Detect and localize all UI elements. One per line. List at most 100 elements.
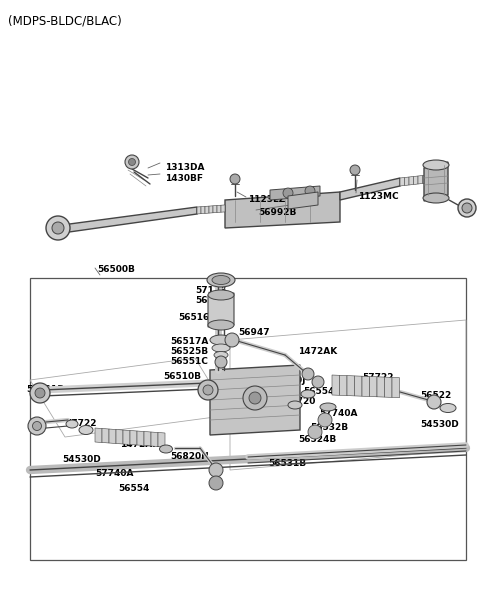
Circle shape [462, 203, 472, 213]
Text: 56820H: 56820H [170, 452, 209, 461]
Polygon shape [123, 430, 130, 445]
Circle shape [46, 216, 70, 240]
Circle shape [350, 165, 360, 175]
Text: 56524B: 56524B [298, 435, 336, 444]
Polygon shape [424, 162, 448, 201]
Polygon shape [208, 293, 234, 327]
Polygon shape [340, 178, 400, 200]
Text: 57720: 57720 [284, 397, 315, 406]
Polygon shape [270, 186, 320, 200]
Polygon shape [405, 177, 409, 185]
Circle shape [203, 385, 213, 395]
Circle shape [302, 368, 314, 380]
Ellipse shape [159, 445, 172, 453]
Circle shape [283, 188, 293, 198]
Circle shape [129, 159, 135, 166]
Circle shape [230, 174, 240, 184]
Polygon shape [392, 377, 399, 398]
Polygon shape [221, 205, 225, 212]
Text: 56525B: 56525B [170, 347, 208, 356]
Text: 1430BF: 1430BF [165, 174, 203, 183]
Circle shape [215, 356, 227, 368]
Ellipse shape [440, 403, 456, 412]
Text: 56554: 56554 [118, 484, 149, 493]
Text: 56517B: 56517B [195, 296, 233, 305]
Polygon shape [137, 431, 144, 445]
Polygon shape [225, 192, 340, 228]
Ellipse shape [79, 426, 93, 434]
Polygon shape [144, 432, 151, 446]
Polygon shape [418, 175, 422, 184]
Polygon shape [197, 207, 201, 214]
Text: 56516A: 56516A [178, 313, 216, 322]
Polygon shape [409, 176, 413, 185]
Text: 57740A: 57740A [319, 409, 358, 418]
Polygon shape [413, 176, 418, 185]
Ellipse shape [423, 193, 449, 203]
Text: 56551C: 56551C [170, 357, 208, 366]
Text: 57740A: 57740A [95, 469, 133, 478]
Text: 56551A: 56551A [210, 395, 248, 404]
Text: 57116: 57116 [195, 286, 227, 295]
Text: 54530D: 54530D [420, 420, 459, 429]
Polygon shape [347, 375, 355, 396]
Ellipse shape [301, 390, 315, 398]
Text: 56820J: 56820J [271, 376, 305, 385]
Circle shape [249, 392, 261, 404]
Circle shape [305, 186, 315, 196]
Text: 54530D: 54530D [62, 455, 101, 464]
Circle shape [30, 383, 50, 403]
Polygon shape [210, 365, 300, 435]
Circle shape [308, 425, 322, 439]
Polygon shape [400, 178, 405, 186]
Text: 56554: 56554 [303, 387, 335, 396]
Text: 56521B: 56521B [26, 385, 64, 394]
Polygon shape [422, 175, 427, 184]
Text: 56517A: 56517A [170, 337, 208, 346]
Circle shape [35, 388, 45, 398]
Circle shape [243, 386, 267, 410]
Polygon shape [332, 375, 339, 395]
Text: 56522: 56522 [420, 391, 451, 400]
Polygon shape [151, 432, 158, 446]
Ellipse shape [212, 275, 230, 284]
Polygon shape [213, 206, 217, 213]
Polygon shape [62, 207, 197, 233]
Polygon shape [130, 430, 137, 445]
Polygon shape [362, 376, 370, 396]
Ellipse shape [207, 273, 235, 287]
Text: 57722: 57722 [362, 373, 394, 382]
Polygon shape [102, 429, 109, 443]
Circle shape [52, 222, 64, 234]
Polygon shape [384, 377, 392, 398]
Text: 1123MC: 1123MC [358, 192, 398, 201]
Text: 1472AK: 1472AK [120, 440, 159, 449]
Text: 56510B: 56510B [163, 372, 201, 381]
Ellipse shape [288, 401, 302, 409]
Polygon shape [109, 429, 116, 443]
Polygon shape [377, 377, 384, 397]
Circle shape [225, 333, 239, 347]
Ellipse shape [66, 420, 78, 428]
Polygon shape [95, 428, 102, 442]
Text: 1313DA: 1313DA [165, 163, 204, 172]
Polygon shape [201, 206, 205, 214]
Polygon shape [339, 375, 347, 396]
Polygon shape [209, 206, 213, 213]
Circle shape [209, 476, 223, 490]
Circle shape [427, 395, 441, 409]
Text: 1123LZ: 1123LZ [248, 195, 285, 204]
Circle shape [458, 199, 476, 217]
Polygon shape [370, 377, 377, 397]
Text: 57722: 57722 [65, 419, 96, 428]
Ellipse shape [423, 160, 449, 170]
Text: 56500B: 56500B [97, 265, 135, 274]
Polygon shape [158, 433, 165, 447]
Text: 1472AK: 1472AK [298, 347, 337, 356]
Polygon shape [116, 430, 123, 444]
Ellipse shape [210, 335, 232, 345]
Text: 56992B: 56992B [258, 208, 296, 217]
Circle shape [33, 421, 41, 430]
Circle shape [312, 376, 324, 388]
Polygon shape [205, 206, 209, 213]
